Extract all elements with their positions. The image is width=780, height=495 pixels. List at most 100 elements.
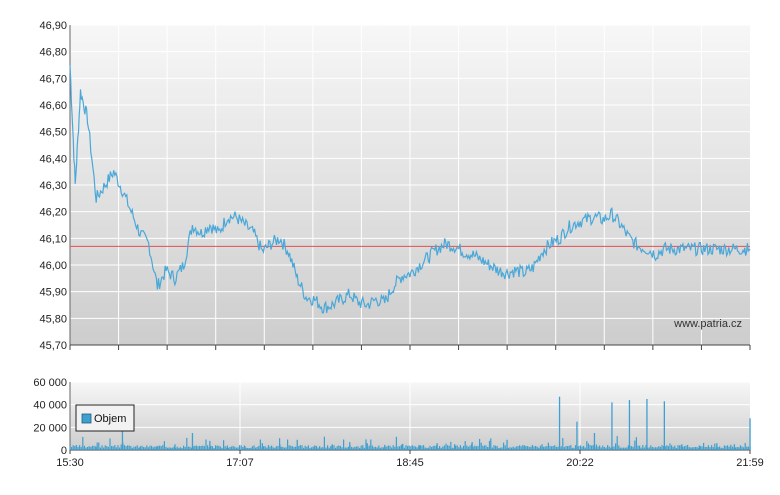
volume-bar-minor — [371, 445, 373, 450]
volume-bar-minor — [181, 448, 183, 450]
volume-bar-minor — [112, 446, 114, 450]
volume-bar-minor — [325, 447, 327, 450]
volume-bar-minor — [354, 446, 356, 450]
volume-y-tick-label: 60 000 — [33, 377, 67, 389]
volume-bar-minor — [127, 445, 129, 450]
volume-bar-minor — [413, 446, 415, 450]
volume-bar-minor — [392, 445, 394, 450]
volume-bar-minor — [232, 445, 234, 450]
volume-bar-minor — [504, 445, 506, 450]
volume-bar-minor — [163, 441, 165, 450]
volume-bar-minor — [613, 446, 615, 450]
price-y-tick-label: 46,90 — [39, 20, 67, 32]
volume-bar-minor — [747, 446, 749, 450]
volume-bar-minor — [709, 447, 711, 450]
volume-bar-minor — [363, 447, 365, 450]
volume-bar-minor — [389, 445, 391, 450]
volume-bar-minor — [490, 438, 492, 450]
volume-bar-minor — [703, 442, 705, 450]
volume-bar-minor — [501, 447, 503, 450]
volume-bar-minor — [597, 446, 599, 450]
volume-bar-minor — [520, 446, 522, 450]
volume-bar-minor — [408, 445, 410, 450]
volume-bar-minor — [543, 446, 545, 450]
volume-bar-minor — [279, 438, 281, 450]
volume-bar-minor — [194, 445, 196, 450]
volume-bar-minor — [487, 447, 489, 450]
volume-bar-minor — [442, 446, 444, 450]
volume-bar — [174, 444, 176, 450]
price-x-ticks — [69, 345, 751, 350]
volume-bar-minor — [376, 447, 378, 450]
volume-bar-minor — [651, 446, 653, 450]
volume-bar — [749, 418, 751, 450]
volume-bar-minor — [685, 445, 687, 450]
volume-bar-minor — [346, 447, 348, 450]
volume-bar — [454, 444, 456, 450]
volume-bar-minor — [88, 446, 90, 450]
volume-bar — [541, 444, 543, 450]
volume-bar-minor — [479, 438, 481, 450]
watermark: www.patria.cz — [673, 318, 742, 330]
volume-bar-minor — [512, 446, 514, 450]
volume-bar-minor — [341, 447, 343, 450]
volume-bar-minor — [155, 446, 157, 450]
volume-bar-minor — [103, 447, 105, 450]
volume-bar-minor — [618, 445, 620, 450]
volume-bar-minor — [575, 445, 577, 450]
volume-bar-minor — [712, 447, 714, 450]
volume-bar-minor — [403, 447, 405, 450]
volume-bar-minor — [399, 446, 401, 450]
volume-bar-minor — [111, 446, 113, 450]
volume-bar-minor — [635, 437, 637, 450]
price-y-axis: 46,90 46,80 46,70 46,60 46,50 46,40 46,30 46,20… — [39, 20, 67, 352]
volume-bar-minor — [493, 445, 495, 450]
volume-bar-minor — [648, 447, 650, 450]
volume-bar-minor — [373, 447, 375, 450]
volume-bar — [593, 433, 596, 450]
volume-bar-minor — [736, 447, 738, 450]
volume-bar — [488, 440, 491, 450]
volume-bar-minor — [272, 447, 274, 450]
volume-bar-minor — [147, 447, 149, 450]
volume-bar-minor — [624, 447, 626, 450]
volume-bar-minor — [347, 446, 349, 450]
volume-bar-minor — [295, 446, 297, 450]
volume-bar-minor — [365, 439, 367, 450]
volume-bar-minor — [735, 447, 737, 450]
volume-bar-minor — [608, 446, 610, 450]
volume-bar-minor — [464, 441, 466, 450]
volume-bar-minor — [725, 445, 727, 450]
volume-bar — [733, 444, 735, 450]
volume-bar-minor — [191, 447, 193, 450]
volume-bar-minor — [565, 446, 567, 450]
volume-bar — [558, 396, 561, 450]
volume-bar-minor — [410, 446, 412, 450]
volume-bar — [506, 439, 508, 450]
volume-bar-minor — [461, 447, 463, 450]
price-series-line — [69, 65, 751, 314]
volume-bar-minor — [693, 447, 695, 450]
volume-bar-minor — [128, 445, 130, 450]
volume-bar-minor — [99, 447, 101, 450]
volume-bar-minor — [178, 447, 180, 450]
volume-bar-minor — [144, 447, 146, 450]
volume-bar-minor — [343, 439, 345, 450]
volume-bar-minor — [170, 447, 172, 450]
volume-bar-minor — [623, 447, 625, 450]
volume-bar-minor — [213, 447, 215, 450]
volume-bar-minor — [643, 447, 645, 450]
volume-bar-minor — [234, 446, 236, 450]
volume-bar-minor — [267, 445, 269, 450]
volume-bar-minor — [480, 442, 482, 450]
volume-bar-minor — [395, 436, 397, 450]
volume-bar-minor — [632, 446, 634, 450]
volume-bar-minor — [165, 446, 167, 450]
volume-bar-minor — [227, 447, 229, 450]
volume-bar-minor — [85, 447, 87, 450]
volume-bar-minor — [71, 447, 73, 450]
volume-bar-minor — [98, 442, 100, 450]
volume-bar-minor — [666, 445, 668, 450]
volume-bar-minor — [355, 446, 357, 450]
